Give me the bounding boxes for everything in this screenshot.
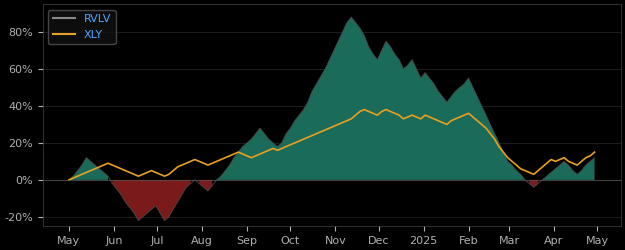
Legend: RVLV, XLY: RVLV, XLY bbox=[48, 10, 116, 44]
